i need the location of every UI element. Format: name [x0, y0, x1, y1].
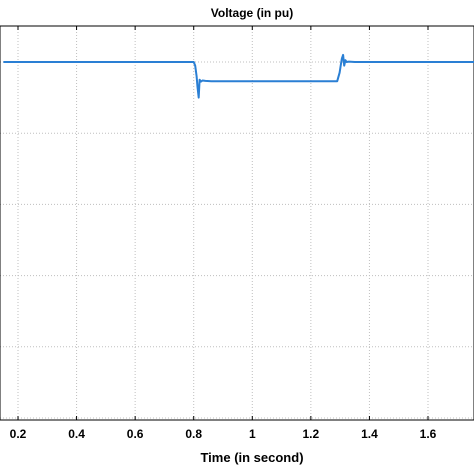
- x-tick-labels: 0.2 0.4 0.6 0.8 1 1.2 1.4 1.6: [10, 427, 437, 441]
- x-tick-label-6: 1.4: [361, 427, 378, 441]
- plot-area-frame: [0, 25, 474, 421]
- grid-lines: [0, 26, 474, 420]
- x-tick-label-2: 0.6: [127, 427, 144, 441]
- series-line-0: [3, 53, 474, 99]
- x-tick-label-5: 1.2: [303, 427, 320, 441]
- x-ticks: [17, 26, 429, 420]
- x-tick-label-4: 1: [249, 427, 256, 441]
- x-tick-label-7: 1.6: [420, 427, 437, 441]
- x-axis-label: Time (in second): [200, 450, 303, 465]
- x-tick-label-1: 0.4: [68, 427, 85, 441]
- series-group: [3, 53, 474, 99]
- chart-title: Voltage (in pu): [211, 6, 293, 20]
- x-tick-label-3: 0.8: [185, 427, 202, 441]
- x-tick-label-0: 0.2: [10, 427, 27, 441]
